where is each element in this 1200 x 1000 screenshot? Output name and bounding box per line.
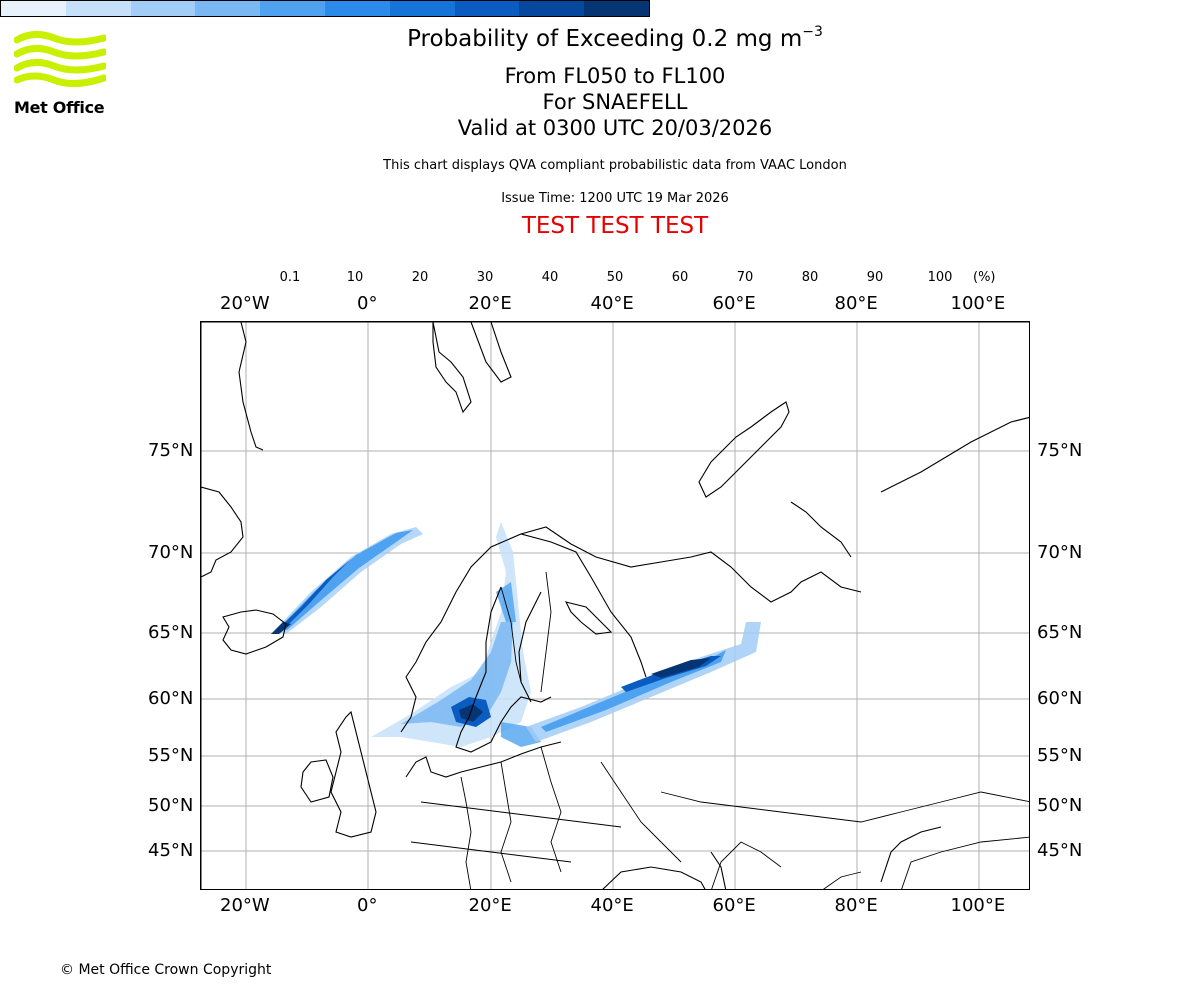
- longitude-label-top: 40°E: [590, 292, 634, 314]
- colorbar-segment: [389, 1, 455, 16]
- coastlines: [201, 322, 1029, 889]
- latitude-label-right: 50°N: [1037, 794, 1083, 816]
- graticule: [201, 322, 1029, 889]
- longitude-label-bottom: 20°W: [220, 894, 270, 916]
- met-office-logo: Met Office: [13, 30, 108, 117]
- colorbar-tick-label: 20: [411, 270, 429, 285]
- longitude-label-top: 0°: [357, 292, 378, 314]
- plume-russia: [526, 622, 761, 742]
- latitude-label-left: 65°N: [148, 621, 194, 643]
- latitude-label-left: 55°N: [148, 744, 194, 766]
- latitude-label-right: 70°N: [1037, 541, 1083, 563]
- colorbar-tick-label: 10: [346, 270, 364, 285]
- colorbar-unit: (%): [973, 270, 996, 285]
- colorbar-tick-label: 100: [927, 270, 953, 285]
- colorbar-tick-label: 40: [541, 270, 559, 285]
- latitude-label-right: 60°N: [1037, 687, 1083, 709]
- longitude-label-bottom: 80°E: [834, 894, 878, 916]
- colorbar-segment: [454, 1, 520, 16]
- ash-probability-plumes: [271, 522, 761, 747]
- longitude-label-top: 80°E: [834, 292, 878, 314]
- latitude-label-right: 45°N: [1037, 839, 1083, 861]
- latitude-label-left: 70°N: [148, 541, 194, 563]
- colorbar-segment: [584, 1, 649, 16]
- met-office-wave-logo-icon: [13, 31, 108, 87]
- chart-title: Probability of Exceeding 0.2 mg m−3: [407, 24, 823, 52]
- copyright: © Met Office Crown Copyright: [60, 962, 272, 978]
- latitude-label-left: 75°N: [148, 439, 194, 461]
- latitude-label-left: 60°N: [148, 687, 194, 709]
- longitude-label-top: 20°W: [220, 292, 270, 314]
- colorbar-tick-label: 60: [671, 270, 689, 285]
- longitude-label-bottom: 20°E: [468, 894, 512, 916]
- volcano-name: For SNAEFELL: [542, 90, 688, 114]
- probability-colorbar: [0, 0, 650, 17]
- longitude-label-top: 60°E: [712, 292, 756, 314]
- colorbar-tick-label: 90: [866, 270, 884, 285]
- longitude-label-top: 20°E: [468, 292, 512, 314]
- colorbar-segment: [65, 1, 131, 16]
- logo-text: Met Office: [14, 98, 105, 117]
- chart-description: This chart displays QVA compliant probab…: [383, 158, 847, 173]
- colorbar-tick-label: 80: [801, 270, 819, 285]
- latitude-label-right: 55°N: [1037, 744, 1083, 766]
- colorbar-segment: [195, 1, 261, 16]
- longitude-label-bottom: 40°E: [590, 894, 634, 916]
- plume-iceland: [271, 527, 423, 634]
- test-banner: TEST TEST TEST: [521, 213, 709, 239]
- longitude-label-bottom: 100°E: [950, 894, 1006, 916]
- colorbar-tick-label: 70: [736, 270, 754, 285]
- country-borders: [410, 571, 1029, 889]
- colorbar-segment: [130, 1, 196, 16]
- latitude-label-left: 45°N: [148, 839, 194, 861]
- plume-scandinavia: [371, 522, 541, 747]
- valid-time: Valid at 0300 UTC 20/03/2026: [457, 116, 773, 140]
- latitude-label-right: 65°N: [1037, 621, 1083, 643]
- map-panel: [200, 321, 1030, 890]
- longitude-label-bottom: 60°E: [712, 894, 756, 916]
- colorbar-tick-label: 50: [606, 270, 624, 285]
- issue-time: Issue Time: 1200 UTC 19 Mar 2026: [501, 191, 729, 206]
- latitude-label-left: 50°N: [148, 794, 194, 816]
- colorbar-segment: [260, 1, 325, 16]
- colorbar-tick-label: 30: [476, 270, 494, 285]
- colorbar-tick-label: 0.1: [279, 270, 301, 285]
- colorbar-segment: [324, 1, 390, 16]
- longitude-label-top: 100°E: [950, 292, 1006, 314]
- latitude-label-right: 75°N: [1037, 439, 1083, 461]
- colorbar-segment: [1, 1, 66, 16]
- map-svg: [201, 322, 1029, 889]
- flight-level-range: From FL050 to FL100: [504, 64, 726, 88]
- longitude-label-bottom: 0°: [357, 894, 378, 916]
- colorbar-segment: [519, 1, 585, 16]
